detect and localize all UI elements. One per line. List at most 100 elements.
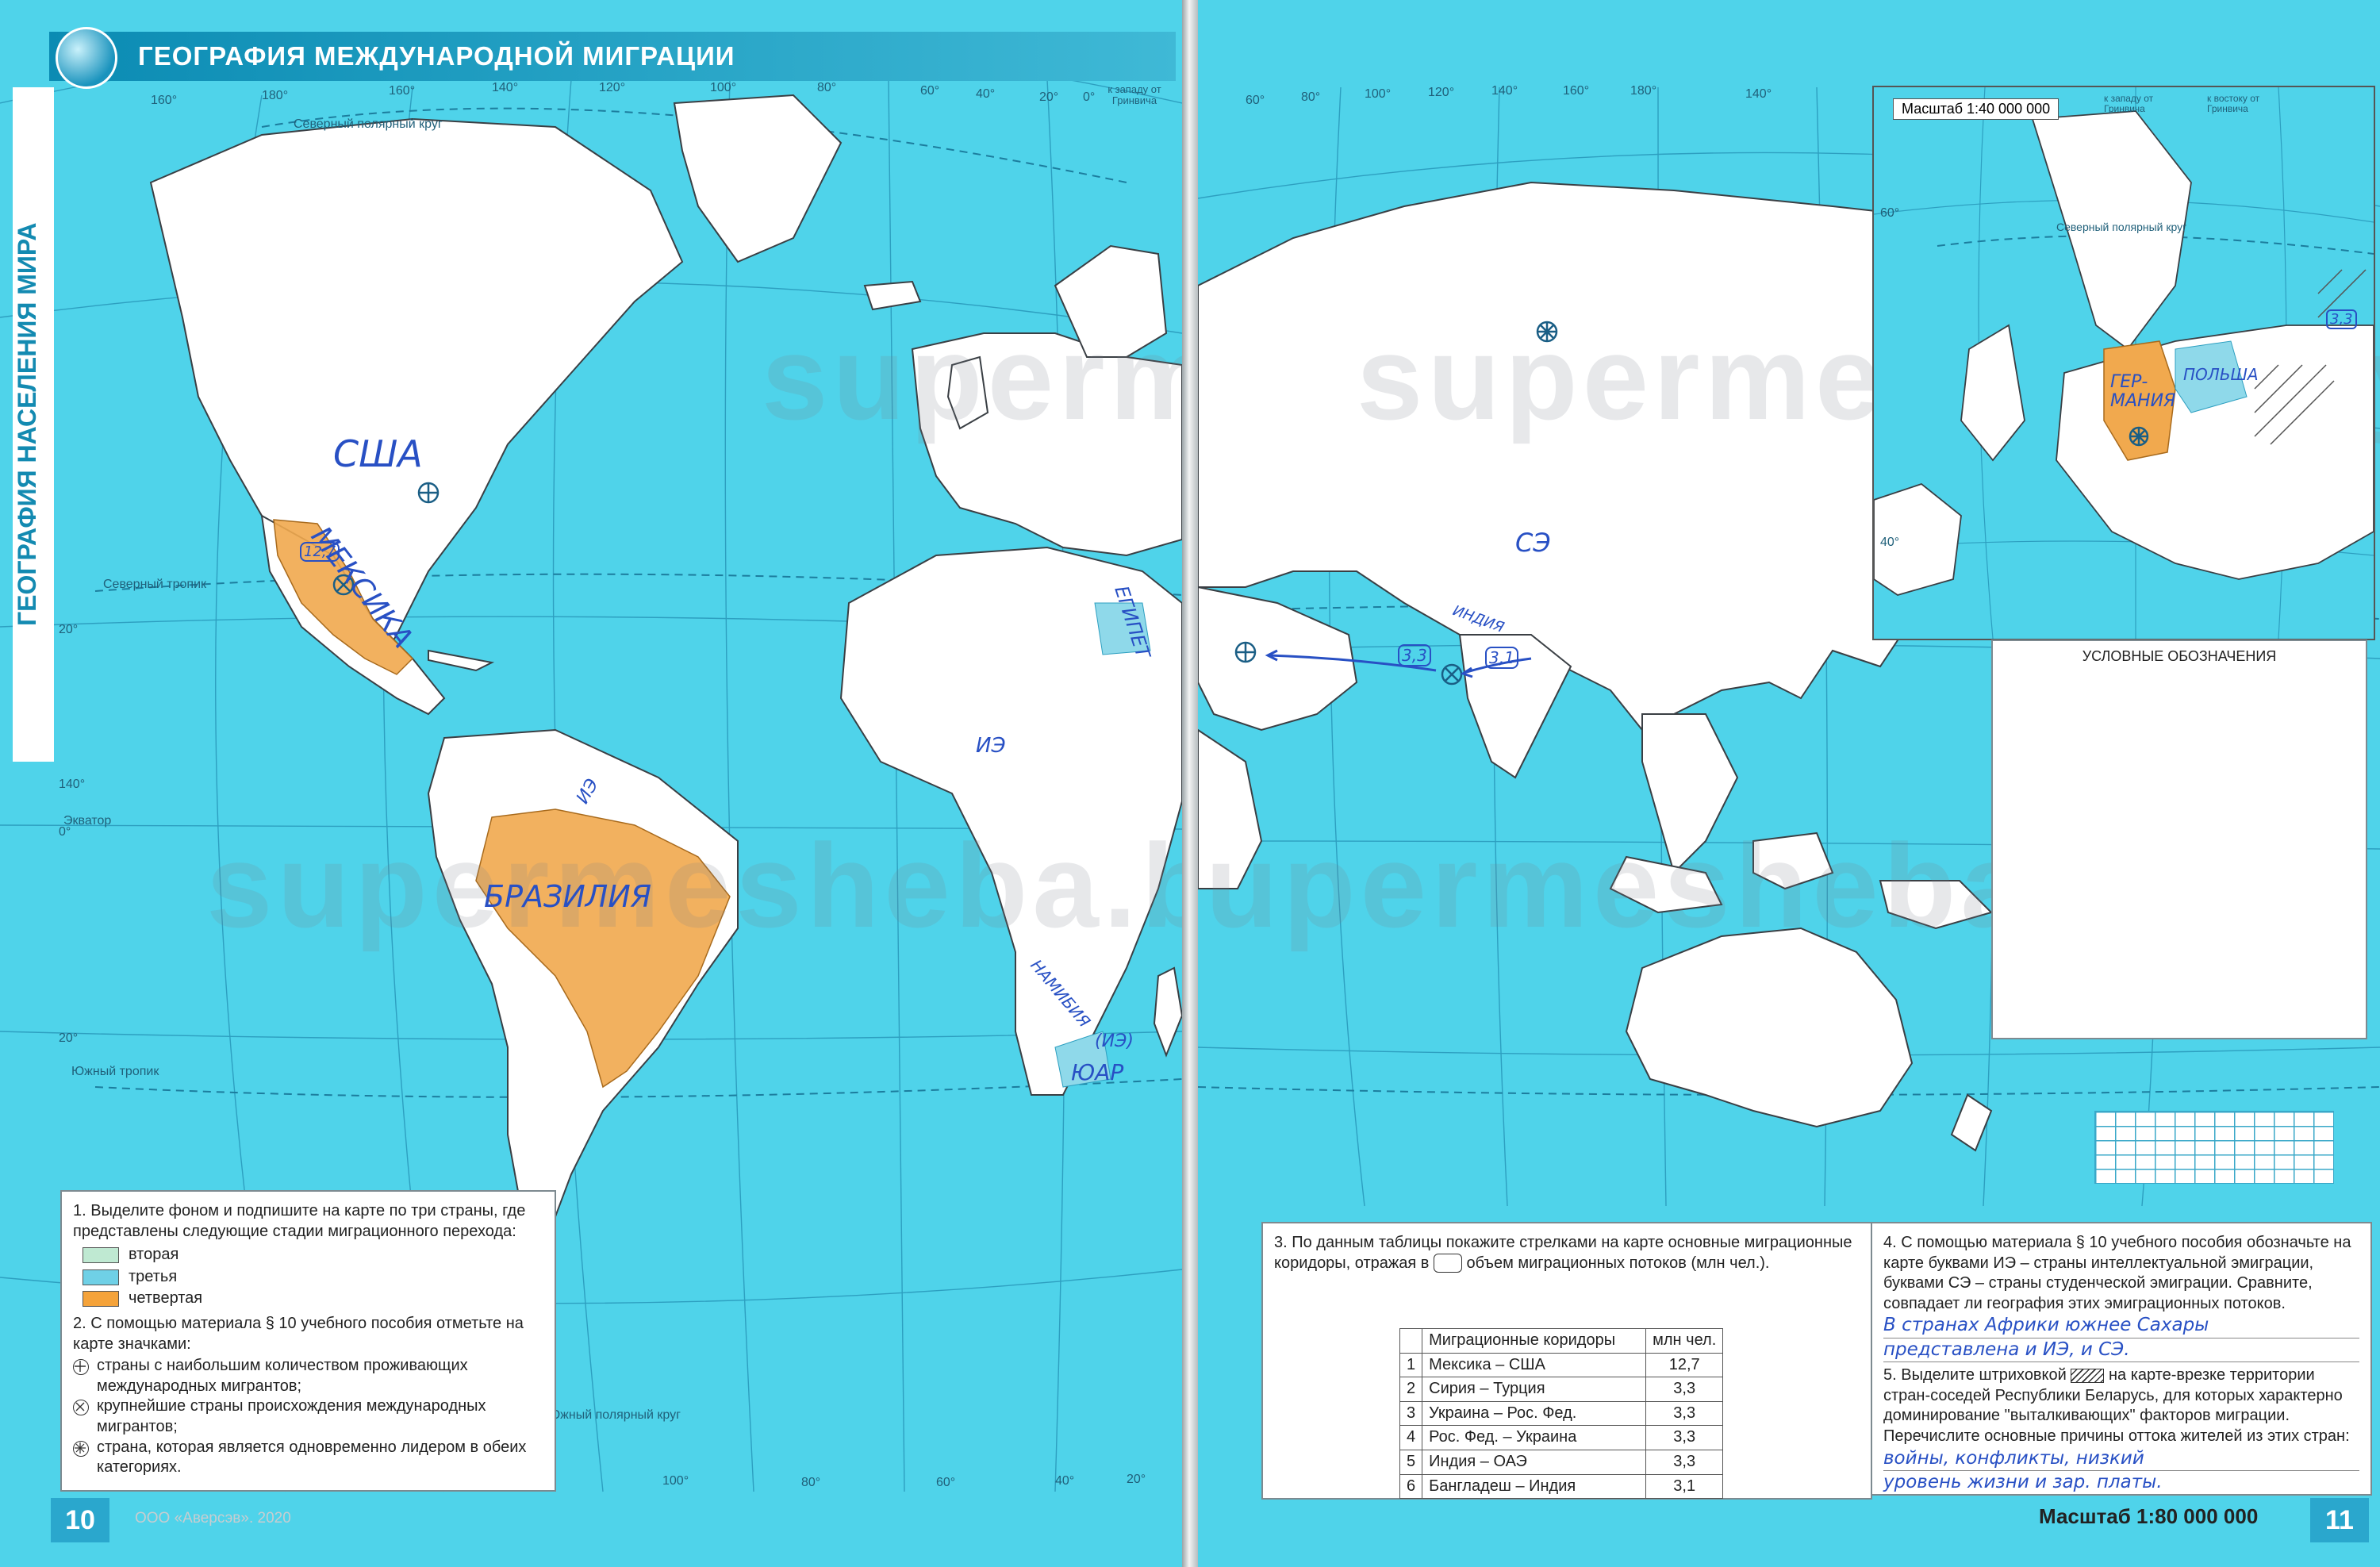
hand-ie-south: (ИЭ) [1095,1031,1134,1051]
tick-label: 100° [710,81,737,94]
lat-tick-label: 0° [59,825,71,839]
sar-fill [1054,1031,1111,1088]
new-zealand [1950,1093,1993,1152]
row-value: 3,1 [1645,1473,1724,1500]
row-corridor: Рос. Фед. – Украина [1422,1425,1647,1450]
task5-text-b: на карте-врезке территории стран-соседей… [1883,1366,2350,1446]
tick-label: 20° [1039,90,1059,104]
legend-row: четвертая [83,1289,543,1309]
hand-poland: ПОЛЬША [2183,365,2259,384]
inset-scale: Масштаб 1:40 000 000 [1893,98,2059,120]
tick-label: 20° [1127,1473,1146,1486]
legend-box: УСЛОВНЫЕ ОБОЗНАЧЕНИЯ [1991,639,2367,1039]
hand-usa: США [333,432,423,475]
lat-tick-label: 20° [59,623,79,636]
legend-title: УСЛОВНЫЕ ОБОЗНАЧЕНИЯ [2082,648,2277,664]
world-map-west [0,35,1182,1492]
task3-text-a: 3. По данным таблицы покажите стрелками … [1274,1234,1852,1272]
north-tropic-label: Северный тропик [103,578,207,591]
table-row: 6 Бангладеш – Индия 3,1 [1399,1473,1724,1500]
row-num: 5 [1399,1449,1423,1475]
hand-value-uae: 3,3 [1398,644,1431,666]
row-num: 3 [1399,1400,1423,1427]
left-page: 160° 180° 160° 140° 120° 100° 80° 60° 40… [0,0,1182,1567]
star-circle-icon [73,1440,89,1457]
indonesia-1 [1609,855,1723,914]
north-america [149,117,684,676]
header-corridor: Миграционные коридоры [1422,1328,1647,1354]
tick-label: 60° [936,1476,956,1489]
row-value: 3,3 [1645,1400,1724,1427]
task3-text: 3. По данным таблицы покажите стрелками … [1274,1233,1860,1273]
row-corridor: Индия – ОАЭ [1422,1449,1647,1475]
tick-label: 160° [389,84,416,98]
hand-mexico-value: 12,7 [300,542,340,562]
iceland [863,280,922,311]
row-num: 2 [1399,1377,1423,1402]
tick-label: 80° [801,1476,821,1489]
symbols-right [1234,321,1558,686]
india-symbol-icon [1441,663,1463,686]
south-polar-circle-label: Южный полярный круг [547,1408,681,1422]
hatch-swatch [2071,1368,2105,1383]
hand-se: СЭ [1515,528,1551,558]
symbol-label: страна, которая является одновременно ли… [97,1438,527,1477]
symbol-row: страна, которая является одновременно ли… [73,1438,543,1478]
north-polar-circle-label: Северный полярный круг [294,117,443,131]
row-corridor: Мексика – США [1422,1352,1647,1378]
tick-label: 100° [1365,87,1392,101]
tick-label: 160° [1563,84,1590,98]
tick-label: 100° [662,1474,689,1488]
cuba [428,649,495,672]
row-value: 12,7 [1645,1352,1724,1378]
lat-tick-label: 140° [59,778,86,791]
symbols-left [332,482,440,596]
legend-label: третья [129,1267,178,1285]
map-scale: Масштаб 1:80 000 000 [2039,1504,2259,1528]
row-corridor: Бангладеш – Индия [1422,1473,1647,1500]
symbol-label: крупнейшие страны происхождения междунар… [97,1397,486,1435]
task5-text-a: 5. Выделите штриховкой [1883,1366,2067,1385]
hand-inset-value: 3,3 [2326,309,2357,329]
tick-label: 140° [492,81,519,94]
row-value: 3,3 [1645,1425,1724,1450]
row-value: 3,3 [1645,1377,1724,1402]
task45-box: 4. С помощью материала § 10 учебного пос… [1872,1222,2372,1496]
scale-grid [2094,1111,2334,1184]
hand-ie-africa: ИЭ [976,734,1006,758]
table-row: 2 Сирия – Турция 3,3 [1399,1377,1724,1402]
germany-fill [2103,340,2176,461]
task5-answer-line: уровень жизни и зар. платы. [1883,1471,2359,1496]
inset-west-label: к западу от Гринвича [2104,93,2154,114]
inset-map: Масштаб 1:40 000 000 к западу от Гринвич… [1872,86,2375,640]
legend-label: вторая [129,1246,179,1264]
indonesia-2 [1752,832,1834,890]
table-header: Миграционные коридоры млн чел. [1399,1328,1724,1354]
book-gutter [1182,0,1198,1567]
tick-label: 80° [1301,90,1321,104]
stage3-swatch [83,1269,119,1285]
tick-label: 120° [1428,86,1455,99]
globe-icon [56,27,117,89]
stage4-swatch [83,1291,119,1308]
tick-label: 120° [599,81,626,94]
watermark: supermesheba.by [206,819,1182,952]
inset-lat-label: 60° [1880,206,1900,220]
hand-brazil: БРАЗИЛИЯ [484,879,652,914]
row-num: 6 [1399,1473,1423,1500]
legend-label: четвертая [129,1289,203,1308]
sidebar-title: ГЕОГРАФИЯ НАСЕЛЕНИЯ МИРА [13,222,41,627]
watermark: supermesheba.by [762,311,1182,444]
header-value: млн чел. [1645,1328,1724,1354]
tick-label: 180° [1630,84,1657,98]
tick-label: 60° [1246,94,1265,107]
table-row: 5 Индия – ОАЭ 3,3 [1399,1449,1724,1475]
poland-fill [2175,340,2248,413]
inset-east-label: к востоку от Гринвича [2207,93,2260,114]
africa-east [1198,728,1263,889]
arabia [1198,586,1358,732]
hatched-neighbors [2254,269,2367,445]
stage3-highlight [1054,602,1151,1088]
tick-label: 180° [262,89,289,102]
plus-circle-icon [73,1359,89,1376]
